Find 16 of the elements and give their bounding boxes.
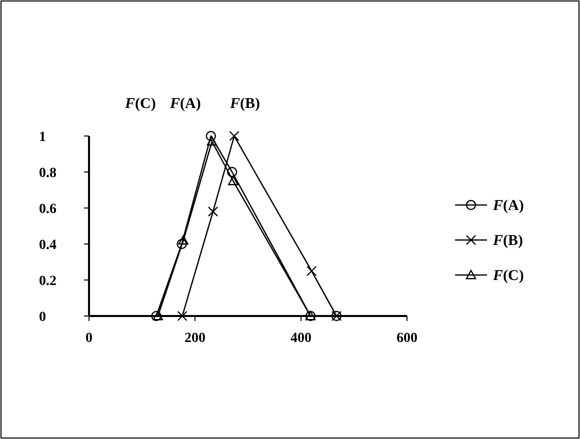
y-tick-label: 0.8 xyxy=(39,166,56,181)
y-tick-label: 0.6 xyxy=(39,202,56,217)
y-tick-label: 1 xyxy=(39,130,46,145)
y-tick-label: 0 xyxy=(39,310,46,325)
legend-label: F(C) xyxy=(492,268,524,284)
text: F(C) xyxy=(124,96,156,112)
x-tick-label: 200 xyxy=(184,331,206,346)
text: F(A) xyxy=(169,96,201,112)
y-tick-label: 0.4 xyxy=(39,238,56,253)
x-tick-label: 400 xyxy=(290,331,312,346)
x-tick-label: 600 xyxy=(396,331,418,346)
text: F(B) xyxy=(229,96,260,112)
x-tick-label: 0 xyxy=(86,331,92,346)
y-tick-label: 0.2 xyxy=(39,274,56,289)
legend-label: F(A) xyxy=(492,198,524,214)
legend-label: F(B) xyxy=(492,233,524,249)
